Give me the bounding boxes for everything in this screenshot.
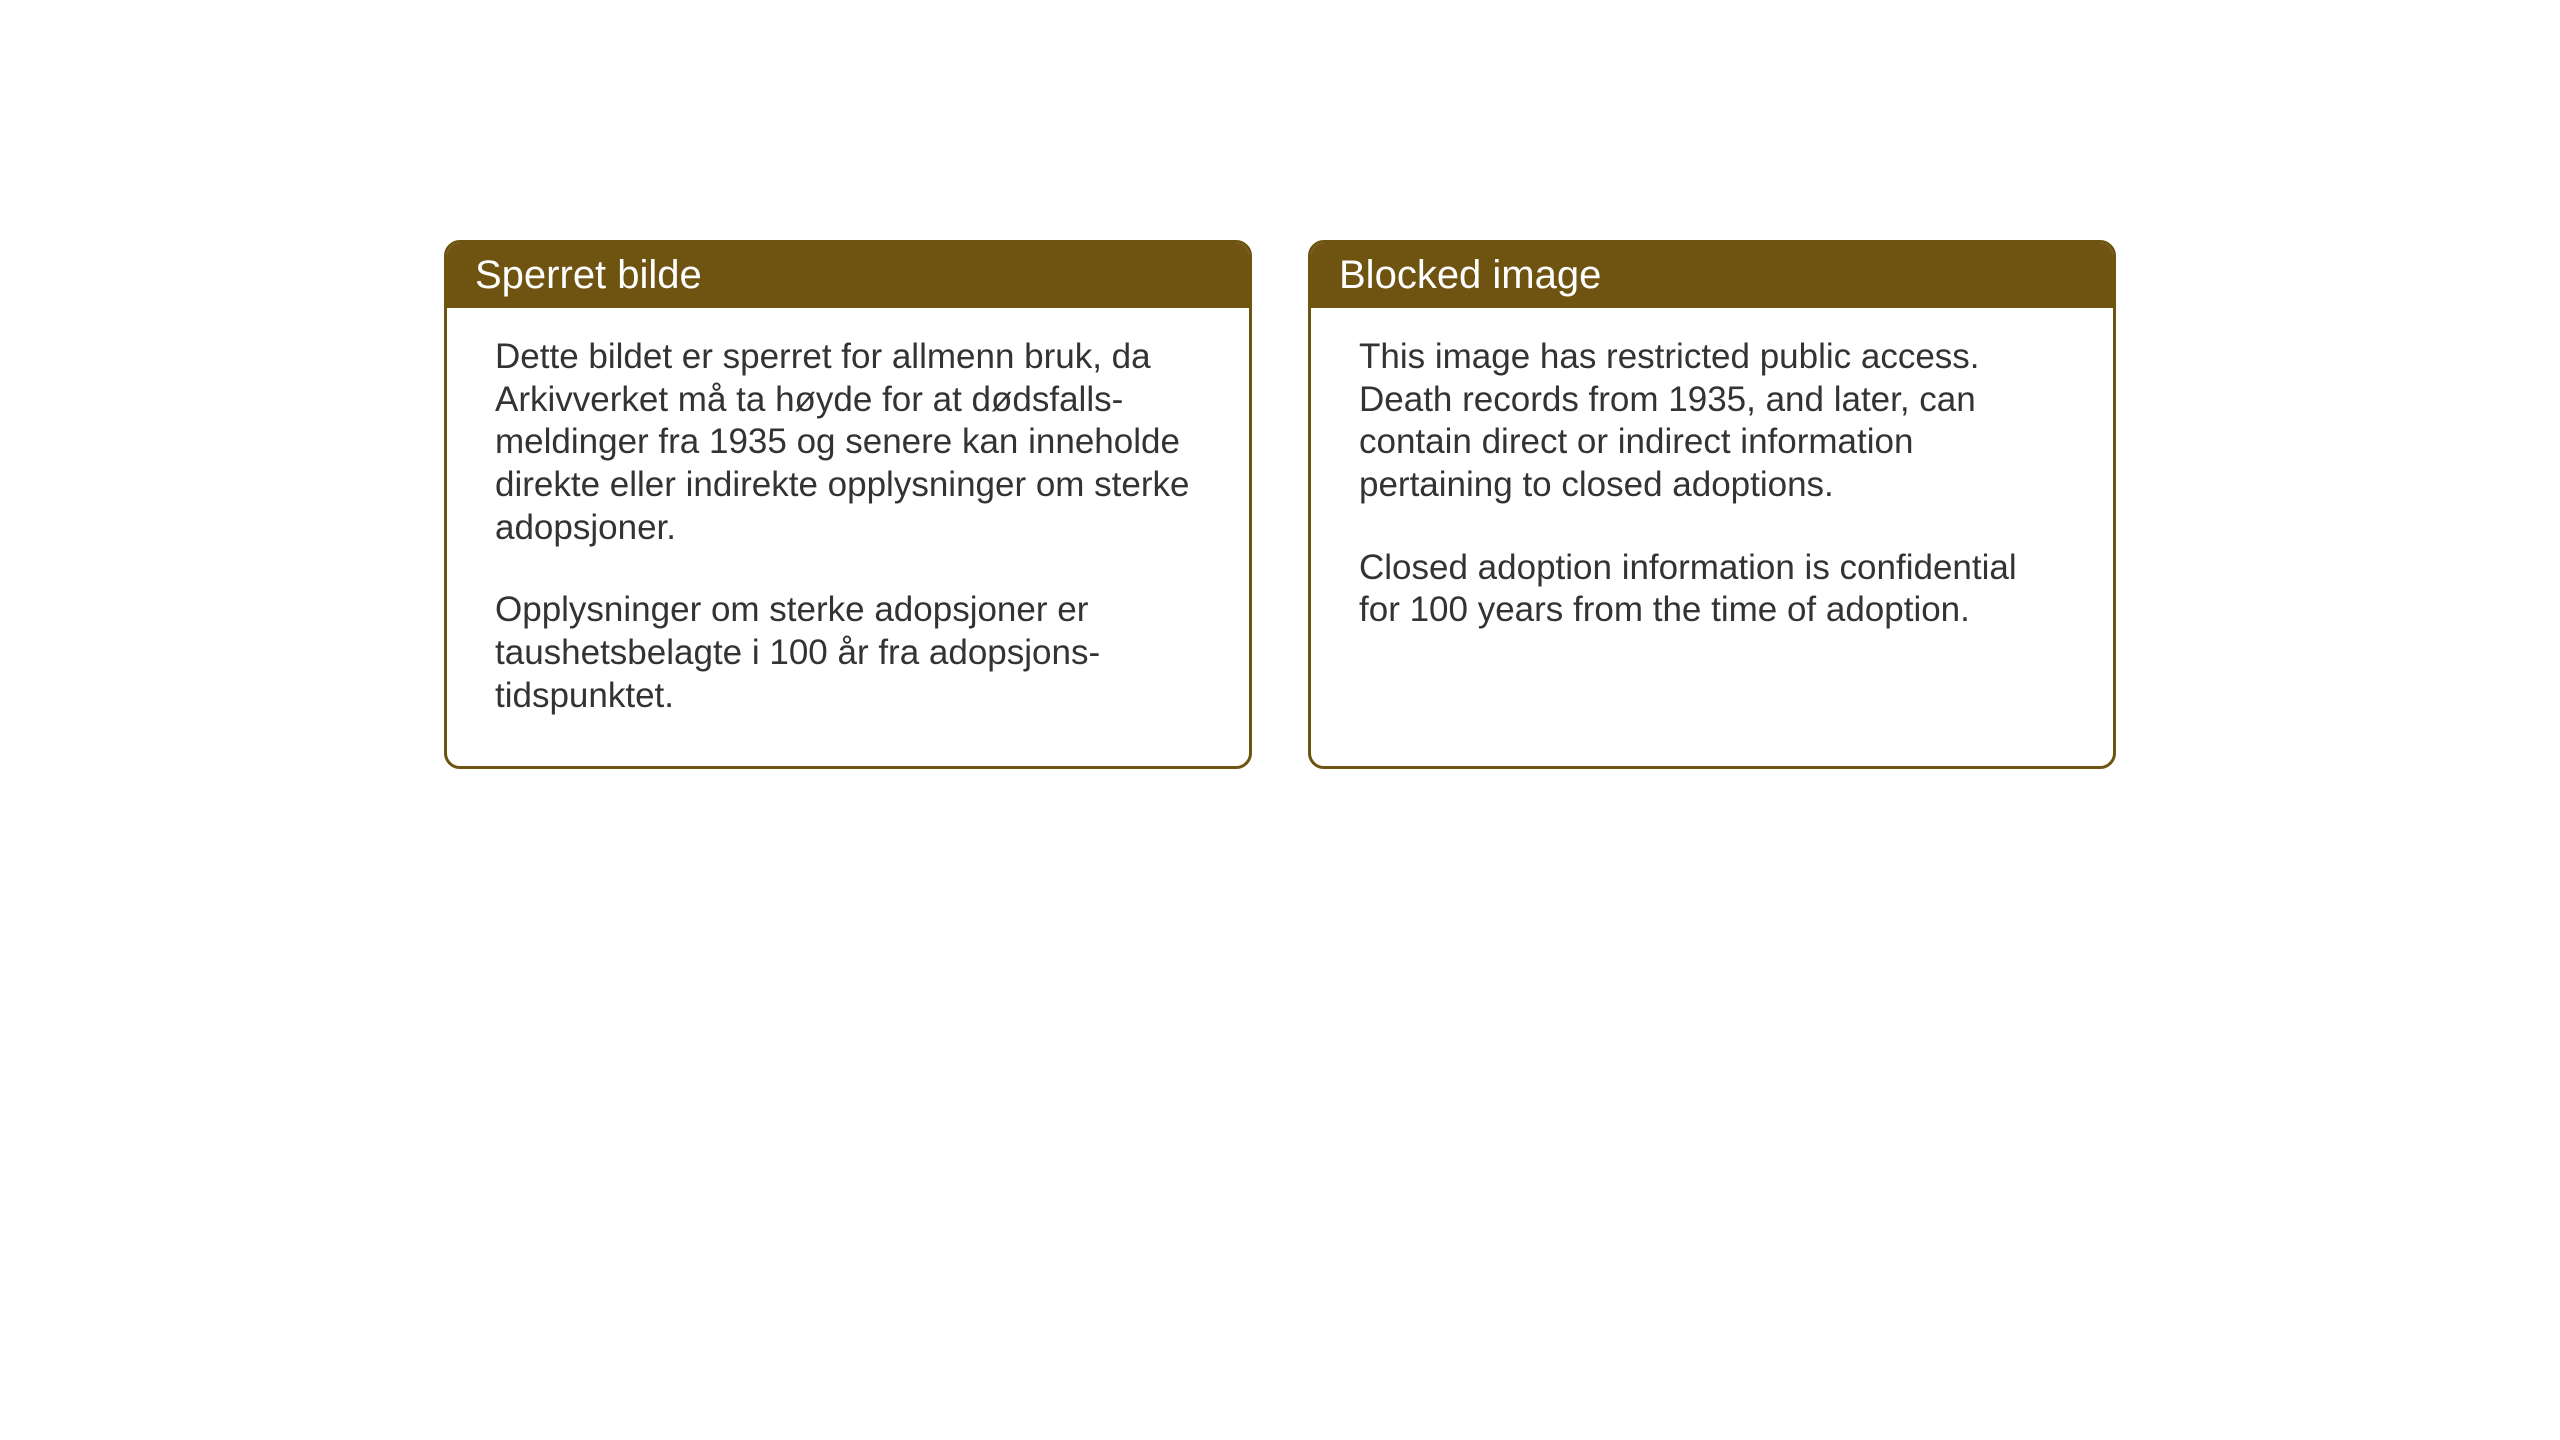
notice-body-english: This image has restricted public access.… — [1311, 308, 2113, 680]
notice-title-english: Blocked image — [1339, 253, 1601, 297]
notice-paragraph-1-english: This image has restricted public access.… — [1359, 336, 2065, 507]
notice-title-norwegian: Sperret bilde — [475, 253, 702, 297]
notice-container: Sperret bilde Dette bildet er sperret fo… — [444, 240, 2116, 769]
notice-box-english: Blocked image This image has restricted … — [1308, 240, 2116, 769]
notice-body-norwegian: Dette bildet er sperret for allmenn bruk… — [447, 308, 1249, 766]
notice-header-norwegian: Sperret bilde — [447, 243, 1249, 308]
notice-header-english: Blocked image — [1311, 243, 2113, 308]
notice-paragraph-2-norwegian: Opplysninger om sterke adopsjoner er tau… — [495, 589, 1201, 717]
notice-box-norwegian: Sperret bilde Dette bildet er sperret fo… — [444, 240, 1252, 769]
notice-paragraph-1-norwegian: Dette bildet er sperret for allmenn bruk… — [495, 336, 1201, 549]
notice-paragraph-2-english: Closed adoption information is confident… — [1359, 547, 2065, 632]
